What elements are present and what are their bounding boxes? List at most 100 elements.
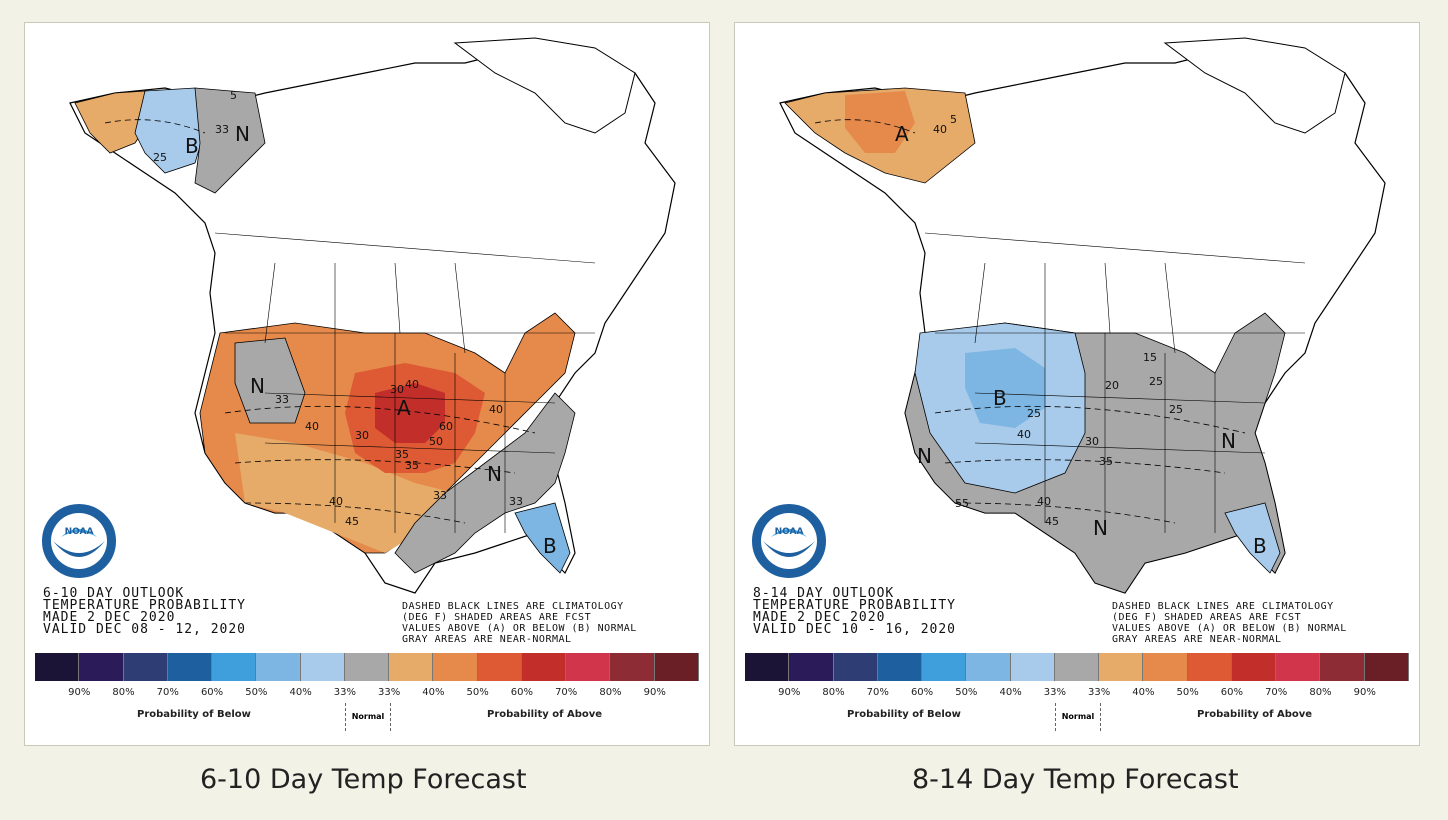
outlook-subtitle: TEMPERATURE PROBABILITY bbox=[753, 598, 957, 613]
caption-8-14: 8-14 Day Temp Forecast bbox=[912, 764, 1239, 795]
contour-label: 40 bbox=[329, 495, 343, 508]
region-label: N bbox=[250, 374, 265, 398]
region-label: B bbox=[543, 534, 557, 558]
legend-tick: 80% bbox=[822, 687, 845, 698]
legend-normal-label: Normal bbox=[1055, 703, 1101, 731]
legend-tick: 80% bbox=[1309, 687, 1332, 698]
contour-label: 33 bbox=[433, 489, 447, 502]
outlook-valid: VALID DEC 08 - 12, 2020 bbox=[43, 622, 247, 637]
probability-legend-bar bbox=[745, 653, 1409, 681]
legend-ticks: 90% 80% 70% 60% 50% 40% 33% 33% 40% 50% 60% 70% 80% 9… bbox=[35, 687, 699, 701]
legend-swatch bbox=[654, 653, 699, 681]
us-above-darkred bbox=[375, 383, 445, 443]
noaa-logo-icon: NOAA bbox=[752, 504, 826, 578]
region-label: A bbox=[895, 122, 909, 146]
contour-label: 40 bbox=[1017, 428, 1031, 441]
legend-tick: 70% bbox=[866, 687, 889, 698]
region-label: N bbox=[1221, 429, 1236, 453]
region-label: B bbox=[993, 386, 1007, 410]
region-label: N bbox=[235, 122, 250, 146]
legend-tick: 60% bbox=[1220, 687, 1244, 698]
legend-tick: 80% bbox=[112, 687, 135, 698]
legend-tick: 70% bbox=[555, 687, 578, 698]
region-label: N bbox=[487, 462, 502, 486]
legend-swatch bbox=[1276, 653, 1321, 681]
legend-swatch bbox=[433, 653, 478, 681]
outlook-valid: VALID DEC 10 - 16, 2020 bbox=[753, 622, 957, 637]
outlook-subtitle: TEMPERATURE PROBABILITY bbox=[43, 598, 247, 613]
outlook-info: 8-14 DAY OUTLOOK TEMPERATURE PROBABILITY… bbox=[753, 587, 957, 637]
legend-swatch bbox=[966, 653, 1011, 681]
contour-label: 33 bbox=[215, 123, 229, 136]
legend-swatch bbox=[212, 653, 257, 681]
legend-swatch bbox=[79, 653, 124, 681]
noaa-logo-icon: NOAA bbox=[42, 504, 116, 578]
map-8-14: A B N N N B 40 5 25 40 30 35 40 45 55 15… bbox=[745, 33, 1409, 653]
legend-swatch bbox=[1010, 653, 1055, 681]
outlook-info: 6-10 DAY OUTLOOK TEMPERATURE PROBABILITY… bbox=[43, 586, 247, 637]
legend-swatch bbox=[123, 653, 168, 681]
legend-swatch bbox=[833, 653, 878, 681]
legend-tick: 70% bbox=[156, 687, 179, 698]
legend-swatch bbox=[344, 653, 390, 681]
region-label: N bbox=[1093, 516, 1108, 540]
alaska-above-strong bbox=[845, 91, 915, 153]
contour-label: 30 bbox=[390, 383, 404, 396]
svg-text:NOAA: NOAA bbox=[775, 527, 804, 537]
legend-swatch bbox=[1143, 653, 1188, 681]
contour-label: 40 bbox=[405, 378, 419, 391]
region-label: N bbox=[917, 444, 932, 468]
legend-swatch bbox=[745, 653, 790, 681]
legend-tick: 50% bbox=[1176, 687, 1199, 698]
legend-swatch bbox=[477, 653, 522, 681]
contour-label: 25 bbox=[1169, 403, 1183, 416]
legend-tick: 90% bbox=[643, 687, 666, 698]
svg-text:NOAA: NOAA bbox=[65, 527, 94, 537]
legend-tick: 60% bbox=[200, 687, 224, 698]
contour-label: 25 bbox=[1149, 375, 1163, 388]
legend-tick: 90% bbox=[68, 687, 91, 698]
contour-label: 40 bbox=[489, 403, 503, 416]
legend-above-label: Probability of Above bbox=[1197, 709, 1313, 720]
legend-tick: 80% bbox=[599, 687, 622, 698]
contour-label: 20 bbox=[1105, 379, 1119, 392]
map-note: DASHED BLACK LINES ARE CLIMATOLOGY (DEG … bbox=[1112, 601, 1347, 645]
legend-swatch bbox=[1231, 653, 1277, 681]
legend-swatch bbox=[1364, 653, 1409, 681]
outlook-made: MADE 2 DEC 2020 bbox=[43, 610, 176, 625]
contour-label: 5 bbox=[950, 113, 957, 126]
legend-below-label: Probability of Below bbox=[847, 709, 961, 720]
contour-label: 35 bbox=[1099, 455, 1113, 468]
alaska-normal bbox=[194, 87, 266, 194]
region-label: B bbox=[1253, 534, 1267, 558]
legend-below-label: Probability of Below bbox=[137, 709, 251, 720]
outlook-panel-6-10: A B N N N B 33 33 40 40 40 45 50 60 30 3… bbox=[24, 22, 710, 746]
legend-tick: 60% bbox=[910, 687, 934, 698]
legend-swatch bbox=[389, 653, 434, 681]
contour-label: 35 bbox=[405, 459, 419, 472]
legend-tick: 90% bbox=[778, 687, 801, 698]
legend-swatch bbox=[521, 653, 567, 681]
contour-label: 40 bbox=[305, 420, 319, 433]
legend-swatch bbox=[566, 653, 611, 681]
contour-label: 40 bbox=[1037, 495, 1051, 508]
legend-swatch bbox=[877, 653, 923, 681]
contour-label: 35 bbox=[395, 448, 409, 461]
contour-label: 40 bbox=[933, 123, 947, 136]
legend-swatch bbox=[922, 653, 967, 681]
outlook-panel-8-14: A B N N N B 40 5 25 40 30 35 40 45 55 15… bbox=[734, 22, 1420, 746]
legend-ticks: 90% 80% 70% 60% 50% 40% 33% 33% 40% 50% 60% 70% 80% 9… bbox=[745, 687, 1409, 701]
legend-swatch bbox=[789, 653, 834, 681]
legend-tick: 50% bbox=[955, 687, 978, 698]
legend-swatch bbox=[1320, 653, 1365, 681]
legend-normal-label: Normal bbox=[345, 703, 391, 731]
outlook-title: 6-10 DAY OUTLOOK bbox=[43, 586, 185, 601]
us-normal-west bbox=[234, 337, 306, 424]
map-6-10: A B N N N B 33 33 40 40 40 45 50 60 30 3… bbox=[35, 33, 699, 653]
legend-swatch bbox=[256, 653, 301, 681]
region-label: A bbox=[397, 396, 411, 420]
legend-tick: 40% bbox=[289, 687, 312, 698]
contour-label: 25 bbox=[153, 151, 167, 164]
legend-swatch bbox=[610, 653, 655, 681]
legend-swatch bbox=[1054, 653, 1100, 681]
